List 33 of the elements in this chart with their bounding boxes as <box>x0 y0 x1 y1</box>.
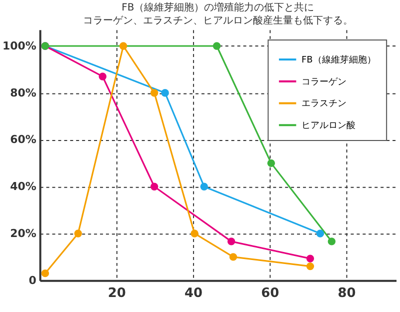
point <box>328 238 336 246</box>
point <box>41 269 50 278</box>
point <box>229 253 238 261</box>
x-tick-label: 40 <box>184 286 203 301</box>
point <box>306 254 314 262</box>
chart-subtitle: コラーゲン、エラスチン、ヒアルロン酸産生量も低下する。 <box>82 14 353 27</box>
legend-label: コラーゲン <box>301 76 346 88</box>
x-tick-label: 20 <box>108 286 126 301</box>
x-tick-label: 60 <box>261 286 280 301</box>
point <box>227 238 236 246</box>
legend-label: FB（線維芽細胞） <box>301 54 376 66</box>
point <box>267 159 276 168</box>
point <box>212 42 221 50</box>
legend-label: ヒアルロン酸 <box>301 120 356 132</box>
legend-label: エラスチン <box>301 99 346 110</box>
point <box>150 182 158 190</box>
y-tick-label: 80% <box>10 86 36 100</box>
chart-title: FB（線維芽細胞）の増殖能力の低下と共に <box>122 2 314 14</box>
y-tick-label: 40% <box>10 180 36 194</box>
y-tick-label: 20% <box>10 226 36 240</box>
point <box>98 72 106 80</box>
point <box>74 230 82 238</box>
point <box>161 89 169 97</box>
x-tick-label: 80 <box>338 286 356 301</box>
point <box>306 262 314 270</box>
point <box>150 89 158 97</box>
point <box>190 230 198 238</box>
y-tick-label: 60% <box>10 133 36 146</box>
point <box>316 230 324 238</box>
point <box>119 42 128 50</box>
y-tick-label: 0 <box>28 274 37 287</box>
point <box>200 182 208 190</box>
y-tick-label: 100% <box>2 39 36 52</box>
